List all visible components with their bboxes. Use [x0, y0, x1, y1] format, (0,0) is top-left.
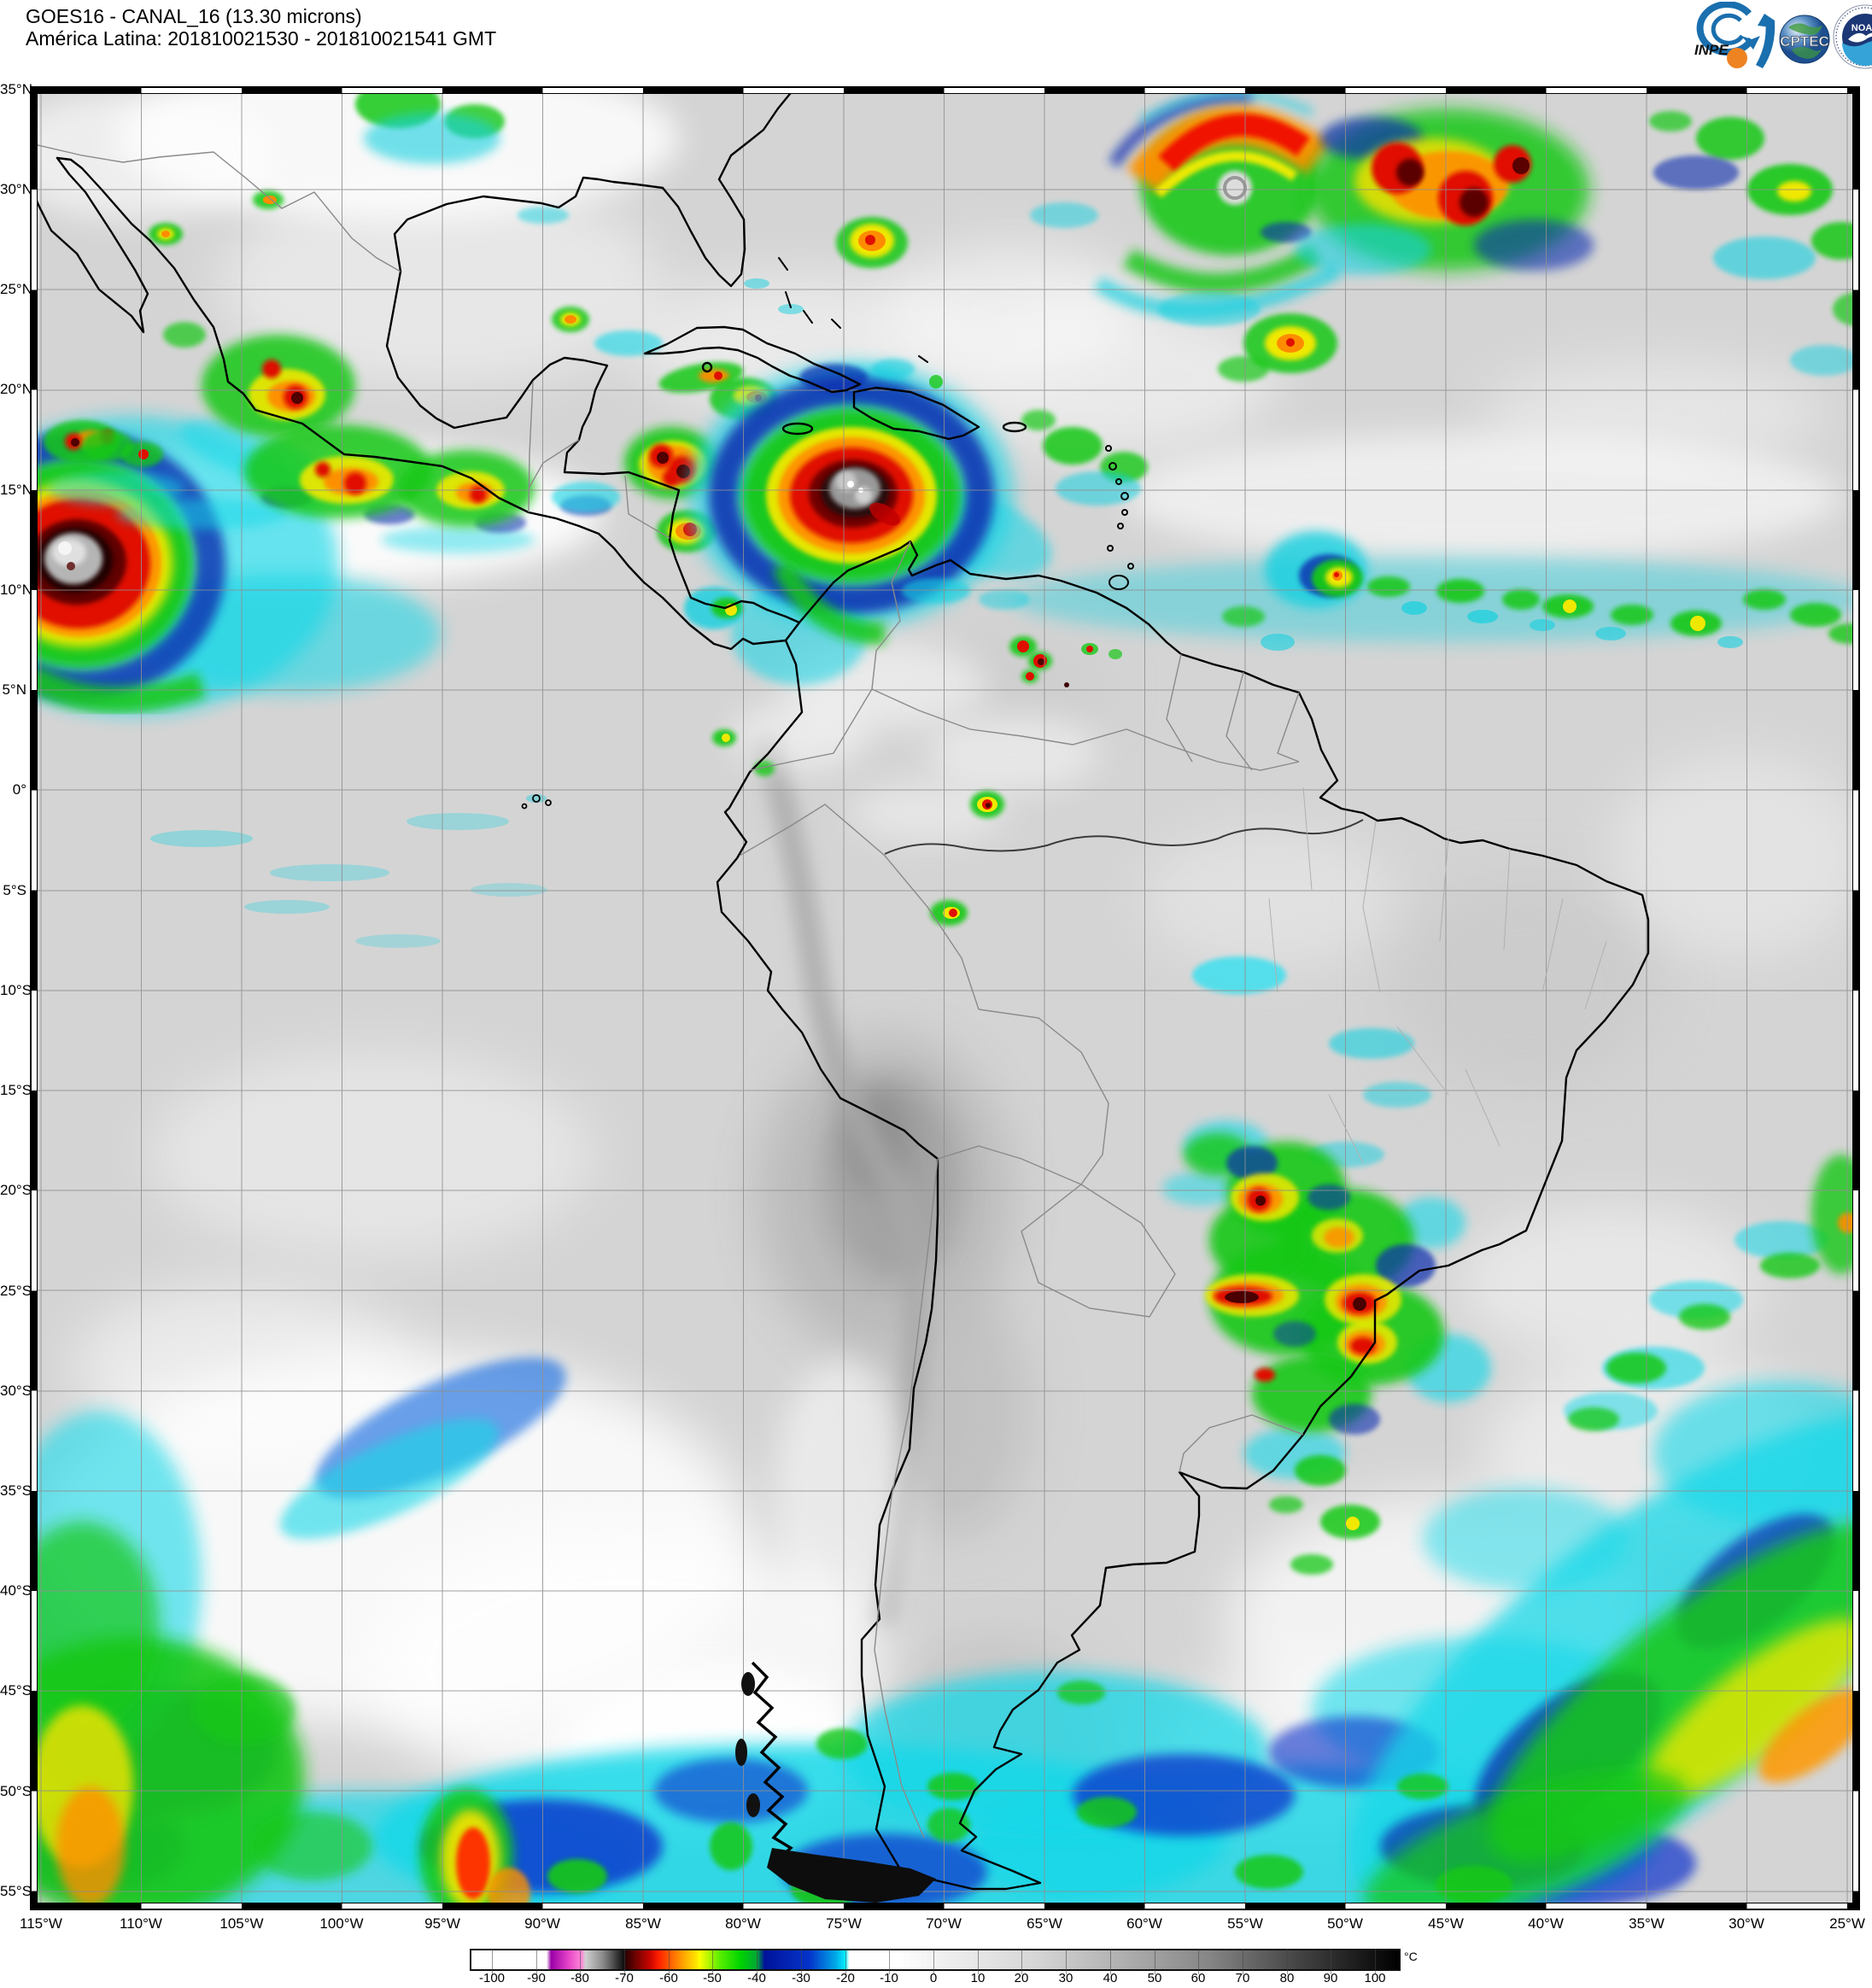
lat-label: 55°S — [0, 1883, 32, 1899]
colorbar-tick-label: 10 — [970, 1971, 986, 1985]
patagonia-fjords — [735, 1661, 936, 1903]
colorbar-tick-label: -40 — [747, 1971, 766, 1985]
lon-label: 90°W — [524, 1915, 560, 1932]
gulf-top-cells — [355, 87, 569, 224]
caribbean-atlantic-cells — [744, 217, 1337, 506]
colorbar-tick-label: 20 — [1014, 1971, 1029, 1985]
grid-lines — [31, 87, 1859, 1909]
lat-label: 0° — [12, 781, 26, 798]
lon-label: 95°W — [424, 1915, 460, 1932]
lat-label: 20°N — [0, 381, 32, 397]
lon-label: 70°W — [926, 1915, 962, 1932]
hurricane-leslie — [1030, 89, 1342, 319]
colorbar-tick-label: 60 — [1190, 1971, 1206, 1985]
title-line-2: América Latina: 201810021530 - 201810021… — [26, 27, 497, 50]
state-borders — [1268, 786, 1607, 1164]
lon-label: 115°W — [20, 1915, 62, 1932]
equatorial-flecks — [150, 813, 547, 948]
lat-label: 35°N — [0, 81, 32, 97]
coastlines — [31, 88, 1650, 1891]
colorbar-tick-label: -20 — [836, 1971, 855, 1985]
inpe-logo-icon: INPE — [1694, 2, 1775, 68]
title-line-1: GOES16 - CANAL_16 (13.30 microns) — [26, 5, 362, 27]
lon-label: 50°W — [1327, 1915, 1363, 1932]
colorbar-tick-label: -80 — [570, 1971, 589, 1985]
south-pacific-storm-mass — [31, 1522, 530, 1909]
colorbar-tick-label: 40 — [1103, 1971, 1118, 1985]
lon-label: 60°W — [1126, 1915, 1162, 1932]
country-borders — [31, 143, 1304, 1839]
south-america-inland-cells — [526, 587, 1431, 1167]
caribbean-tropical-storm — [689, 363, 1052, 685]
lon-label: 110°W — [120, 1915, 162, 1932]
lon-label: 80°W — [725, 1915, 761, 1932]
amazon-river — [884, 819, 1364, 855]
south-brazil-convective-complex — [1162, 1120, 1491, 1575]
colorbar-tick-label: 50 — [1147, 1971, 1162, 1985]
map-frame-left — [31, 87, 38, 1909]
lat-label: 30°N — [0, 181, 32, 197]
lat-label: 5°N — [2, 681, 26, 698]
lat-label: 45°S — [0, 1682, 32, 1699]
colorbar-tick-label: -90 — [527, 1971, 546, 1985]
noaa-logo-text: NOAA — [1852, 23, 1872, 33]
colorbar-tick-label: -50 — [703, 1971, 722, 1985]
lon-label: 30°W — [1729, 1915, 1764, 1932]
frontal-cloud-bands — [31, 1221, 1859, 1909]
lat-label: 40°S — [0, 1582, 32, 1599]
colorbar-tick-label: 80 — [1279, 1971, 1295, 1985]
lon-label: 35°W — [1629, 1915, 1664, 1932]
cptec-logo-icon: CPTEC — [1779, 15, 1830, 64]
colorbar-tick-label: -100 — [478, 1971, 506, 1985]
colorbar-tick-label: 0 — [929, 1971, 938, 1985]
lat-label: 35°S — [0, 1482, 32, 1499]
lon-label: 55°W — [1227, 1915, 1263, 1932]
atlantic-itcz-cells — [902, 531, 1859, 651]
cptec-logo-text: CPTEC — [1780, 33, 1829, 50]
colorbar-unit-label: °C — [1404, 1950, 1418, 1963]
map-frame-top — [31, 87, 1859, 94]
itcz-pacific-convection — [48, 190, 611, 553]
lat-label: 10°N — [0, 582, 32, 598]
map-border-outline — [30, 86, 1860, 1910]
map-frame-bottom — [31, 1903, 1859, 1909]
inpe-logo-text: INPE — [1694, 42, 1729, 58]
southern-convective-cells — [547, 1155, 1859, 1908]
temperature-colorbar — [470, 1949, 1401, 1971]
colorbar-tick-label: -70 — [615, 1971, 634, 1985]
lat-label: 10°S — [0, 982, 32, 998]
colorbar-tick-label: 90 — [1323, 1971, 1338, 1985]
lat-label: 5°S — [3, 882, 26, 898]
lat-label: 25°S — [0, 1283, 32, 1299]
lat-label: 20°S — [0, 1182, 32, 1198]
colorbar-tick-label: 70 — [1235, 1971, 1250, 1985]
lon-label: 85°W — [625, 1915, 661, 1932]
lon-label: 65°W — [1027, 1915, 1062, 1932]
colorbar-tick-label: -60 — [659, 1971, 678, 1985]
lat-label: 25°N — [0, 281, 32, 297]
lat-label: 50°S — [0, 1783, 32, 1799]
lon-label: 40°W — [1528, 1915, 1564, 1932]
lat-label: 30°S — [0, 1383, 32, 1399]
lat-label: 15°S — [0, 1082, 32, 1098]
colorbar-tick-label: -30 — [792, 1971, 810, 1985]
noaa-logo-icon: NOAA — [1833, 4, 1872, 69]
lon-label: 25°W — [1829, 1915, 1865, 1932]
lat-label: 15°N — [0, 482, 32, 498]
colorbar-tick-label: 30 — [1058, 1971, 1073, 1985]
colorbar-tick-label: -10 — [880, 1971, 898, 1985]
lon-label: 75°W — [826, 1915, 862, 1932]
lon-label: 45°W — [1428, 1915, 1464, 1932]
lon-label: 100°W — [319, 1915, 364, 1932]
map-frame-right — [1852, 87, 1859, 1909]
colorbar-tick-label: 100 — [1364, 1971, 1386, 1985]
lon-label: 105°W — [219, 1915, 264, 1932]
satellite-map-image — [31, 87, 1859, 1909]
